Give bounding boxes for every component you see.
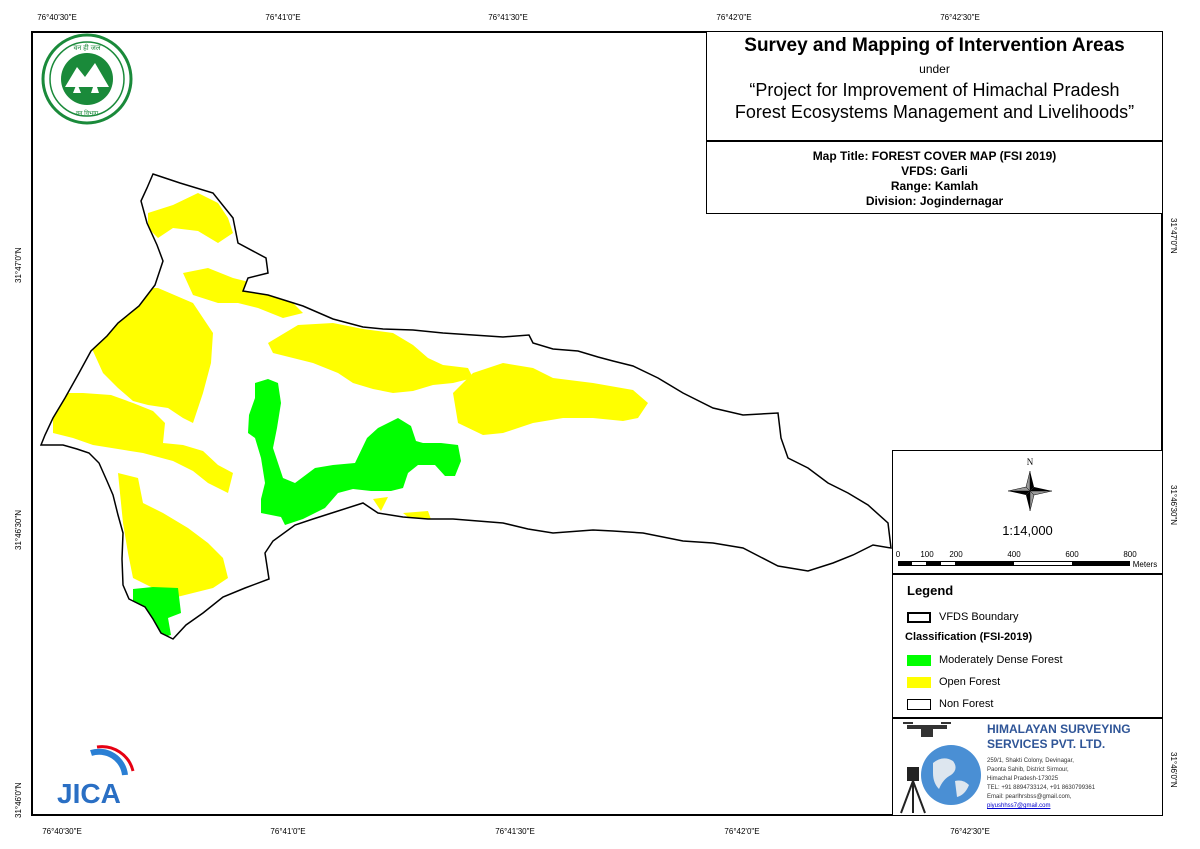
graticule-top-label: 76°42'0"E bbox=[716, 13, 752, 22]
map-frame: वन ही जल वन विभाग JICA bbox=[31, 31, 1163, 816]
moderately-dense-forest-patch bbox=[133, 587, 181, 638]
graticule-bottom-label: 76°40'30"E bbox=[42, 827, 82, 836]
forest-department-seal: वन ही जल वन विभाग bbox=[41, 33, 133, 125]
scale-ratio: 1:14,000 bbox=[1002, 523, 1053, 538]
legend-label: Open Forest bbox=[939, 676, 1001, 688]
title-panel: Survey and Mapping of Intervention Areas… bbox=[706, 31, 1163, 141]
graticule-top-label: 76°41'30"E bbox=[488, 13, 528, 22]
legend-item-non-forest: Non Forest bbox=[907, 698, 993, 710]
map-info-panel: Map Title: FOREST COVER MAP (FSI 2019) V… bbox=[706, 141, 1163, 214]
scale-tick-label: 100 bbox=[920, 550, 934, 559]
open-forest-patch bbox=[268, 323, 473, 393]
project-name: “Project for Improvement of Himachal Pra… bbox=[707, 79, 1162, 123]
company-panel: HIMALAYAN SURVEYING SERVICES PVT. LTD. 2… bbox=[892, 718, 1163, 816]
open-forest-patch bbox=[93, 288, 213, 423]
legend-item-moderately-dense: Moderately Dense Forest bbox=[907, 654, 1063, 666]
division-name: Division: Jogindernagar bbox=[865, 194, 1004, 208]
drone-icon bbox=[903, 722, 951, 737]
legend-title: Legend bbox=[907, 583, 954, 598]
company-logo bbox=[900, 722, 981, 814]
project-line-2: Forest Ecosystems Management and Livelih… bbox=[734, 102, 1135, 122]
svg-text:वन विभाग: वन विभाग bbox=[76, 109, 99, 117]
moderately-dense-forest-patches[interactable] bbox=[133, 379, 461, 638]
address-line: 259/1, Shakti Colony, Devinagar, bbox=[987, 758, 1074, 764]
graticule-right-label: 31°47'0"N bbox=[1169, 218, 1178, 254]
graticule-top-label: 76°41'0"E bbox=[265, 13, 301, 22]
open-forest-patch bbox=[118, 473, 228, 598]
graticule-left-label: 31°46'30"N bbox=[14, 509, 23, 550]
graticule-left-label: 31°46'0"N bbox=[14, 782, 23, 818]
total-station-icon bbox=[900, 767, 926, 814]
graticule-top-label: 76°40'30"E bbox=[37, 13, 77, 22]
open-forest-patch bbox=[148, 193, 233, 243]
moderately-dense-swatch bbox=[907, 654, 931, 666]
project-line-1: “Project for Improvement of Himachal Pra… bbox=[749, 80, 1120, 100]
legend-label: Moderately Dense Forest bbox=[939, 654, 1063, 666]
company-name-line: SERVICES PVT. LTD. bbox=[987, 737, 1106, 751]
legend-label: VFDS Boundary bbox=[939, 611, 1019, 623]
north-arrow-scalebar: N 0 100 200 400 600 800 Meters bbox=[896, 457, 1157, 569]
jica-logo: JICA bbox=[57, 745, 135, 809]
non-forest-swatch bbox=[907, 698, 931, 710]
company-email[interactable]: Email: pearlhrsbss@gmail.com, bbox=[987, 794, 1072, 800]
graticule-bottom-label: 76°41'0"E bbox=[270, 827, 306, 836]
map-canvas[interactable]: वन ही जल वन विभाग JICA bbox=[33, 33, 1161, 814]
vfds-name: VFDS: Garli bbox=[901, 164, 968, 178]
graticule-bottom-label: 76°41'30"E bbox=[495, 827, 535, 836]
svg-text:वन ही जल: वन ही जल bbox=[73, 43, 100, 52]
legend-item-open-forest: Open Forest bbox=[907, 676, 1000, 688]
graticule-right-label: 31°46'30"N bbox=[1169, 485, 1178, 526]
classification-title: Classification (FSI-2019) bbox=[905, 631, 1033, 643]
legend-label: Non Forest bbox=[939, 698, 994, 710]
open-forest-patch bbox=[53, 393, 233, 493]
scale-bar bbox=[898, 561, 1130, 566]
page-title: Survey and Mapping of Intervention Areas bbox=[744, 35, 1125, 56]
open-forest-patch bbox=[183, 268, 303, 318]
scale-panel: N 0 100 200 400 600 800 Meters 1:14,000 bbox=[892, 450, 1163, 574]
north-label: N bbox=[1027, 457, 1034, 467]
address-line: Paonta Sahib, District Sirmour, bbox=[987, 767, 1069, 773]
open-forest-patch bbox=[373, 497, 388, 511]
graticule-top-label: 76°42'30"E bbox=[940, 13, 980, 22]
address-line: Himachal Pradesh-173025 bbox=[987, 776, 1059, 782]
title-under: under bbox=[919, 62, 950, 76]
open-forest-patch bbox=[453, 363, 648, 435]
scale-unit: Meters bbox=[1133, 560, 1157, 569]
scale-tick-label: 400 bbox=[1007, 550, 1021, 559]
company-email-2[interactable]: piyushhss7@gmail.com bbox=[987, 803, 1051, 809]
company-phone: TEL: +91 8894733124, +91 8630799361 bbox=[987, 785, 1096, 791]
boundary-swatch bbox=[907, 611, 931, 623]
svg-text:JICA: JICA bbox=[57, 778, 121, 809]
moderately-dense-forest-patch bbox=[248, 379, 461, 525]
graticule-bottom-label: 76°42'0"E bbox=[724, 827, 760, 836]
map-title: Map Title: FOREST COVER MAP (FSI 2019) bbox=[812, 149, 1057, 163]
legend-panel: Legend VFDS Boundary Classification (FSI… bbox=[892, 574, 1163, 718]
graticule-right-label: 31°46'0"N bbox=[1169, 752, 1178, 788]
scale-tick-label: 0 bbox=[896, 550, 901, 559]
scale-tick-label: 200 bbox=[949, 550, 963, 559]
vfds-boundary[interactable] bbox=[39, 173, 892, 640]
north-arrow-icon bbox=[1007, 470, 1053, 512]
company-name: HIMALAYAN SURVEYING SERVICES PVT. LTD. bbox=[987, 722, 1131, 752]
scale-tick-label: 600 bbox=[1065, 550, 1079, 559]
open-forest-swatch bbox=[907, 676, 931, 688]
graticule-bottom-label: 76°42'30"E bbox=[950, 827, 990, 836]
range-name: Range: Kamlah bbox=[890, 179, 979, 193]
legend-item-boundary: VFDS Boundary bbox=[907, 611, 1018, 623]
company-address: 259/1, Shakti Colony, Devinagar, Paonta … bbox=[987, 757, 1095, 811]
open-forest-patches[interactable] bbox=[53, 193, 648, 598]
company-name-line: HIMALAYAN SURVEYING bbox=[987, 722, 1131, 736]
scale-tick-label: 800 bbox=[1123, 550, 1137, 559]
graticule-left-label: 31°47'0"N bbox=[14, 247, 23, 283]
